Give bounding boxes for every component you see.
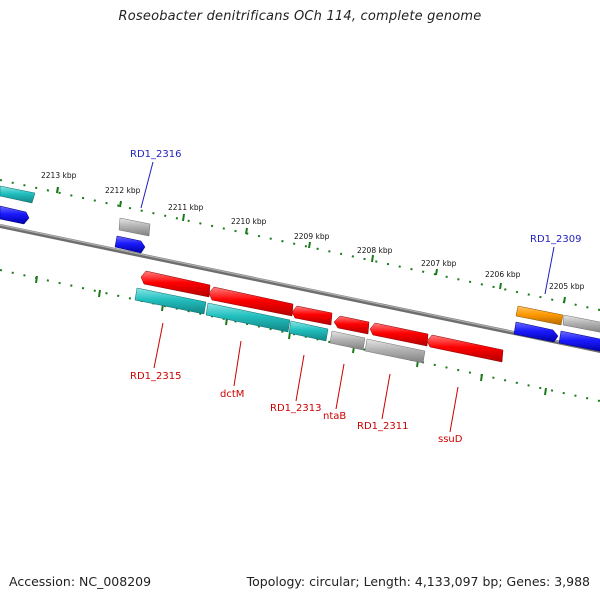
scale-label: 2208 kbp xyxy=(357,246,393,255)
reverse-strand-genes xyxy=(134,270,504,364)
gene-cds-gray[interactable] xyxy=(329,330,366,351)
gene-arrow-forward[interactable] xyxy=(513,321,559,343)
backbone xyxy=(0,224,600,353)
gene-cds-cyan[interactable] xyxy=(134,287,207,315)
scale-label: 2205 kbp xyxy=(549,282,585,291)
gene-label[interactable]: RD1_2311 xyxy=(357,421,408,432)
gene-label[interactable]: RD1_2309 xyxy=(530,234,581,245)
scale-label: 2206 kbp xyxy=(485,270,521,279)
tick-row-lower xyxy=(0,269,600,402)
accession-text: Accession: NC_008209 xyxy=(9,574,152,589)
scale-label: 2210 kbp xyxy=(231,217,267,226)
gene-arrow-reverse[interactable] xyxy=(291,305,333,326)
gene-label[interactable]: RD1_2315 xyxy=(130,371,181,382)
gene-arrow-forward[interactable] xyxy=(558,330,600,352)
gene-cds-gray[interactable] xyxy=(364,338,426,364)
gene-arrow-forward[interactable] xyxy=(114,235,146,254)
gene-arrow-reverse[interactable] xyxy=(369,322,429,347)
gene-arrow-reverse[interactable] xyxy=(208,286,294,317)
topology-summary: Topology: circular; Length: 4,133,097 bp… xyxy=(246,574,590,589)
scale-labels: 2213 kbp 2212 kbp 2211 kbp 2210 kbp 2209… xyxy=(41,171,585,291)
gene-label[interactable]: RD1_2316 xyxy=(130,149,181,160)
gene-label[interactable]: ssuD xyxy=(438,434,463,445)
gene-arrow-reverse[interactable] xyxy=(426,334,504,363)
forward-strand-genes xyxy=(0,185,600,352)
scale-label: 2212 kbp xyxy=(105,186,141,195)
gene-label[interactable]: dctM xyxy=(220,389,244,400)
gene-cds-gray[interactable] xyxy=(562,314,600,333)
map-title: Roseobacter denitrificans OCh 114, compl… xyxy=(118,9,482,24)
gene-arrow-forward[interactable] xyxy=(0,205,30,225)
scale-label: 2207 kbp xyxy=(421,259,457,268)
gene-label[interactable]: ntaB xyxy=(323,411,346,422)
gene-cds-cyan[interactable] xyxy=(288,320,329,342)
scale-label: 2211 kbp xyxy=(168,203,204,212)
gene-cds-orange[interactable] xyxy=(515,305,564,326)
gene-labels: RD1_2316 RD1_2309 RD1_2315 dctM RD1_2313… xyxy=(130,149,581,445)
gene-label[interactable]: RD1_2313 xyxy=(270,403,321,414)
tick-row-upper xyxy=(0,179,600,311)
scale-label: 2209 kbp xyxy=(294,232,330,241)
gene-arrow-reverse[interactable] xyxy=(333,315,370,335)
leader-lines xyxy=(140,161,555,433)
gene-cds-cyan[interactable] xyxy=(205,302,291,333)
gene-cds-cyan[interactable] xyxy=(0,185,36,204)
gene-cds-gray[interactable] xyxy=(118,217,151,237)
gene-arrow-reverse[interactable] xyxy=(140,270,211,298)
scale-label: 2213 kbp xyxy=(41,171,77,180)
